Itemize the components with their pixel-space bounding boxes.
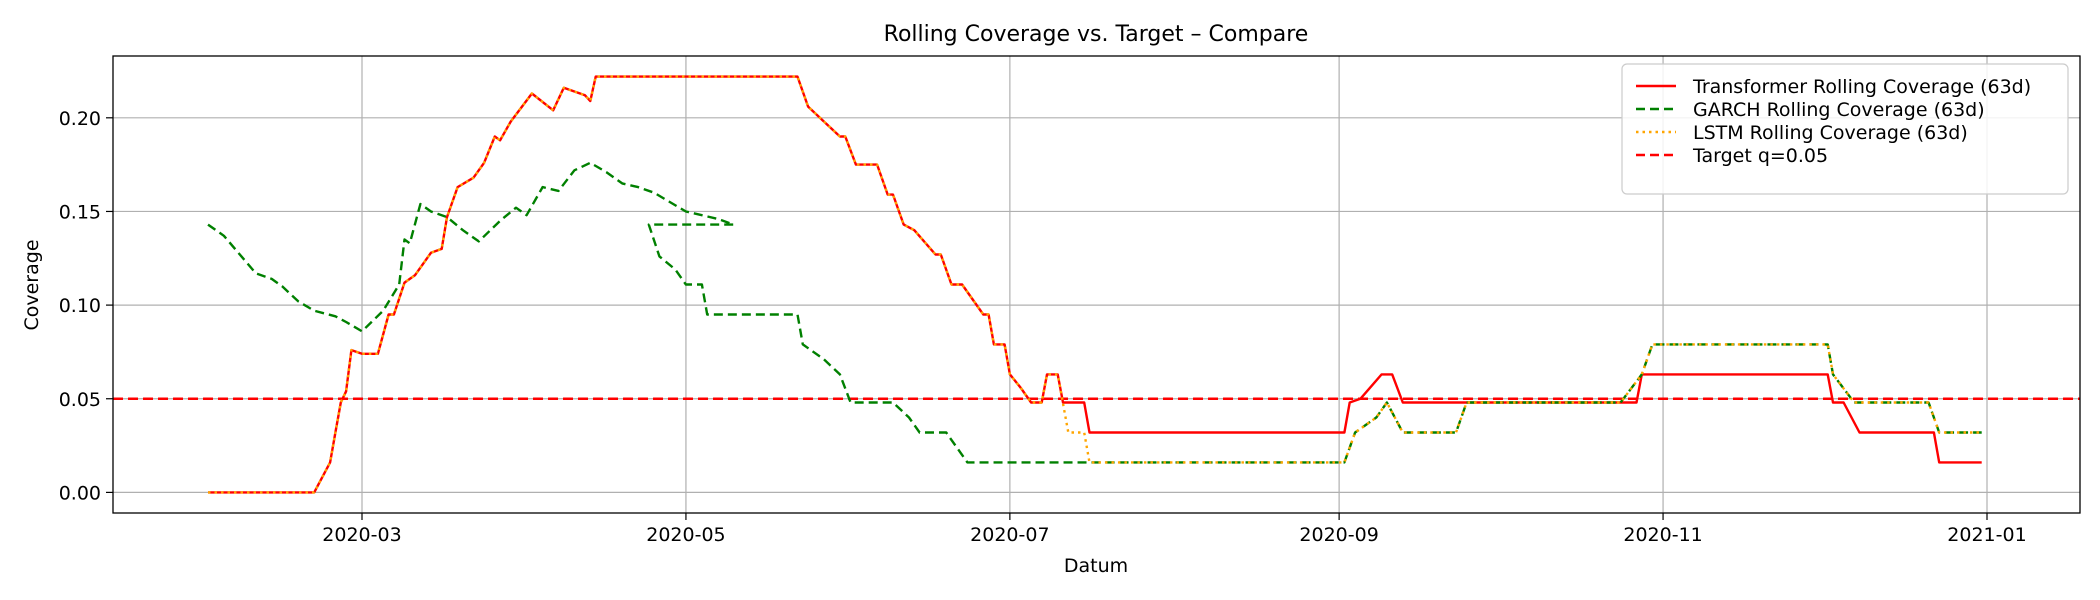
y-tick-label: 0.10 (59, 295, 101, 317)
legend-label: GARCH Rolling Coverage (63d) (1693, 99, 1985, 121)
x-tick-label: 2020-05 (646, 524, 725, 546)
x-axis-label: Datum (1064, 555, 1128, 577)
y-tick-label: 0.20 (59, 108, 101, 130)
x-tick-label: 2020-07 (970, 524, 1049, 546)
y-tick-label: 0.00 (59, 482, 101, 504)
x-tick-label: 2020-11 (1623, 524, 1702, 546)
series-line-transformer (208, 75, 1982, 494)
legend-label: Transformer Rolling Coverage (63d) (1692, 76, 2031, 98)
x-axis-ticks: 2020-03 2020-05 2020-07 2020-09 2020-11 2021-… (322, 513, 2027, 546)
legend: Transformer Rolling Coverage (63d)GARCH … (1621, 63, 2069, 195)
legend-label: LSTM Rolling Coverage (63d) (1693, 122, 1968, 144)
x-tick-label: 2020-03 (322, 524, 401, 546)
x-tick-label: 2021-01 (1947, 524, 2026, 546)
plot-area-frame (112, 55, 2081, 514)
legend-box (1621, 63, 2069, 195)
y-tick-label: 0.15 (59, 201, 101, 223)
legend-label: Target q=0.05 (1692, 145, 1828, 167)
chart-title: Rolling Coverage vs. Target – Compare (884, 22, 1309, 47)
y-axis-label: Coverage (21, 239, 43, 330)
series-line-lstm (208, 75, 1982, 494)
y-axis-ticks: 0.00 0.05 0.10 0.15 0.20 (59, 108, 113, 504)
y-tick-label: 0.05 (59, 389, 101, 411)
series-line-garch (207, 161, 1982, 464)
x-tick-label: 2020-09 (1299, 524, 1378, 546)
series-layer (207, 75, 1982, 494)
